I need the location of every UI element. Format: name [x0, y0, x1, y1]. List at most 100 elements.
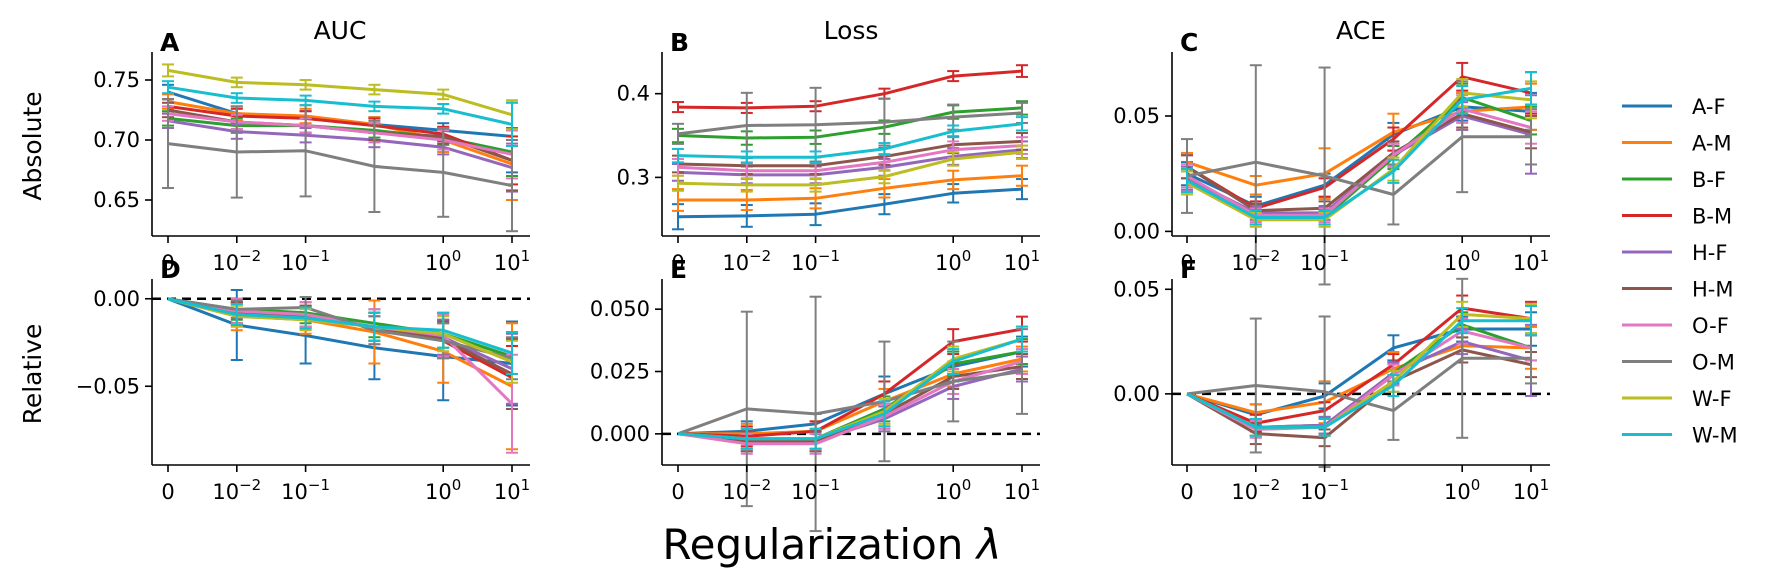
series-line: [678, 357, 1023, 436]
y-tick-label: 0.70: [93, 128, 140, 152]
series-a-m: [162, 93, 518, 201]
series-line: [1186, 112, 1532, 213]
legend-item: H-M: [1622, 278, 1734, 302]
series-o-m: [162, 98, 518, 233]
legend-label: B-F: [1692, 168, 1726, 192]
y-tick-label: 0.00: [1113, 382, 1160, 406]
series-w-m: [167, 297, 518, 375]
error-bar: [672, 101, 684, 114]
legend-label: H-M: [1692, 278, 1734, 302]
x-tick-label: 10−1: [1300, 247, 1349, 275]
series-line: [677, 69, 1023, 110]
x-tick-label: 10−1: [281, 476, 330, 504]
y-tick-label: 0.050: [590, 297, 650, 321]
series-line: [677, 150, 1023, 187]
y-tick-label: −0.05: [76, 374, 140, 398]
x-tick-label: 0: [161, 251, 174, 275]
series-b-m: [672, 64, 1028, 114]
series-b-m: [1181, 61, 1537, 217]
x-tick-label: 100: [425, 476, 461, 504]
series-line: [167, 297, 514, 405]
error-bar: [1016, 144, 1028, 160]
series-h-m: [1186, 336, 1537, 448]
series-line: [1186, 356, 1531, 413]
series-line: [167, 68, 513, 117]
y-tick-label: 0.00: [93, 287, 140, 311]
series-line: [677, 350, 1023, 436]
x-tick-label: 100: [1444, 247, 1480, 275]
panel-letter: C: [1180, 28, 1198, 57]
panel-d: 0.00 −0.05 0 10−2 10−1 100 101 D: [76, 255, 531, 504]
series-line: [1186, 323, 1532, 429]
series-b-m: [162, 98, 518, 186]
series-line: [678, 174, 1023, 202]
x-tick-label: 100: [935, 476, 971, 504]
y-tick-label: 0.05: [1113, 104, 1160, 128]
x-tick-label: 0: [671, 480, 684, 504]
series-line: [1186, 348, 1532, 440]
legend-label: O-F: [1692, 314, 1729, 338]
series-line: [677, 187, 1023, 219]
series-w-m: [1186, 305, 1537, 437]
series-line: [1186, 75, 1532, 210]
series-w-f: [672, 144, 1028, 193]
series-line: [677, 370, 1023, 436]
x-tick-label: 101: [1004, 247, 1040, 275]
x-tick-label: 0: [1180, 480, 1193, 504]
series-w-m: [162, 80, 518, 147]
x-tick-label: 101: [494, 476, 530, 504]
series-b-m: [167, 297, 518, 410]
error-bar: [672, 174, 684, 192]
x-tick-label: 10−2: [722, 247, 771, 275]
series-line: [167, 104, 513, 162]
legend-item: A-F: [1622, 95, 1726, 119]
x-tick-label: 10−2: [1231, 247, 1280, 275]
x-tick-label: 0: [161, 480, 174, 504]
y-tick-label: 0.75: [93, 68, 140, 92]
series-line: [167, 119, 513, 170]
series-line: [167, 100, 513, 166]
x-tick-label: 101: [1513, 247, 1549, 275]
y-tick-label: 0.4: [617, 82, 650, 106]
series-line: [677, 144, 1023, 173]
legend-item: O-F: [1622, 314, 1729, 338]
error-bar: [1016, 325, 1028, 353]
y-tick-label: 0.000: [590, 422, 650, 446]
series-line: [677, 106, 1023, 140]
row-label: Relative: [18, 324, 47, 425]
x-tick-label: 100: [935, 247, 971, 275]
series-w-m: [672, 116, 1028, 165]
legend-item: W-F: [1622, 387, 1732, 411]
series-line: [677, 122, 1023, 159]
x-tick-label: 0: [671, 251, 684, 275]
x-tick-label: 10−2: [1231, 476, 1280, 504]
y-tick-label: 0.025: [590, 360, 650, 384]
column-title: ACE: [1336, 16, 1386, 45]
x-tick-label: 10−1: [791, 476, 840, 504]
y-tick-label: 0.65: [93, 188, 140, 212]
series-line: [677, 360, 1023, 446]
legend-item: A-M: [1622, 132, 1732, 156]
legend-label: W-M: [1692, 424, 1738, 448]
x-tick-label: 10−1: [1300, 476, 1349, 504]
x-tick-label: 101: [1513, 476, 1549, 504]
x-tick-label: 10−2: [722, 476, 771, 504]
series-line: [1186, 319, 1531, 429]
legend-label: A-F: [1692, 95, 1726, 119]
panel-a: 0.65 0.70 0.75 0 10−2 10−1 100 101 A: [93, 28, 530, 275]
series-line: [677, 111, 1023, 136]
legend: A-F A-M B-F B-M H-F H-M O-F O-M W-F W-M: [1622, 95, 1738, 448]
series-line: [1186, 306, 1532, 425]
panel-letter: A: [160, 28, 180, 57]
series-line: [167, 297, 513, 355]
series-line: [167, 112, 513, 156]
panel-f: 0.00 0.05 0 10−2 10−1 100 101 F: [1113, 255, 1550, 504]
series-w-m: [677, 325, 1028, 450]
x-tick-label: 10−2: [212, 247, 261, 275]
panel-e: 0.000 0.025 0.050 0 10−2 10−1 100 101 E: [590, 255, 1040, 533]
y-tick-label: 0.00: [1113, 219, 1160, 243]
panel-letter: E: [670, 255, 687, 284]
x-tick-label: 101: [1004, 476, 1040, 504]
x-tick-label: 100: [1444, 476, 1480, 504]
